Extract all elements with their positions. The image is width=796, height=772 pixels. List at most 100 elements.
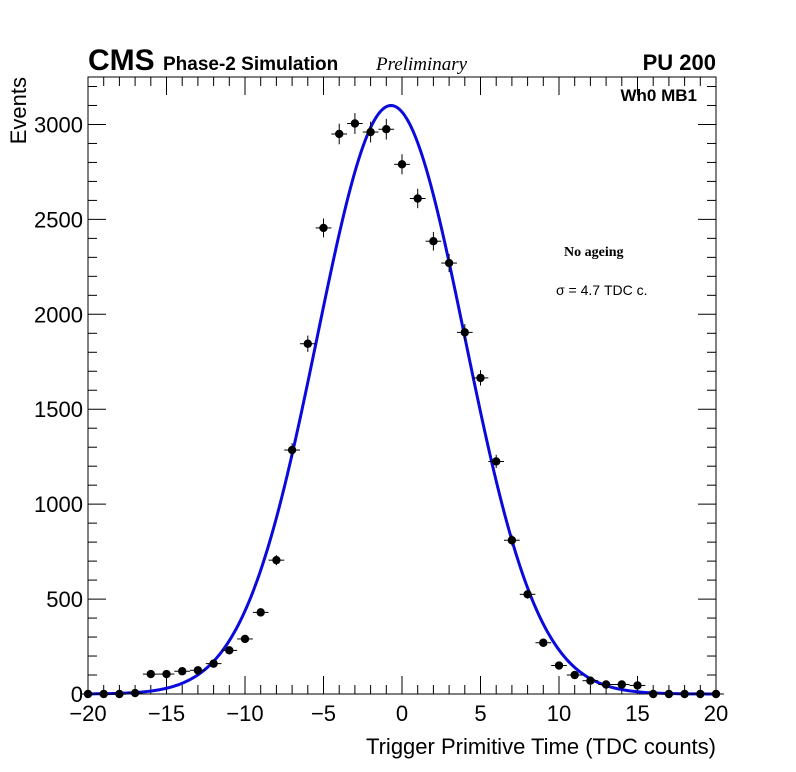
data-marker [413, 194, 422, 203]
data-marker [225, 646, 234, 655]
data-marker [287, 445, 297, 455]
data-point [127, 688, 143, 698]
data-point [488, 454, 505, 469]
y-tick-label: 2000 [34, 302, 83, 327]
y-tick-label: 1500 [34, 397, 83, 422]
data-point [111, 689, 128, 699]
data-marker [444, 258, 454, 268]
data-point [221, 646, 238, 655]
data-point [613, 680, 630, 689]
x-tick-label: −5 [311, 701, 336, 726]
data-point [284, 443, 300, 457]
data-marker [382, 125, 391, 134]
data-point [347, 113, 363, 134]
data-marker [193, 666, 203, 675]
data-marker [539, 638, 548, 647]
experiment-label: CMS [88, 44, 155, 77]
data-marker [680, 689, 689, 699]
data-marker [570, 670, 579, 680]
data-point [394, 154, 410, 175]
data-point [598, 680, 614, 689]
data-marker [256, 608, 265, 617]
y-tick-label: 500 [46, 587, 83, 612]
data-marker [649, 689, 658, 699]
data-marker [319, 223, 328, 233]
data-point [95, 689, 112, 699]
station-label: Wh0 MB1 [621, 86, 698, 105]
data-marker [397, 160, 407, 169]
data-marker [83, 689, 93, 699]
data-marker [633, 681, 642, 690]
data-point [425, 231, 442, 251]
x-tick-label: −20 [69, 701, 106, 726]
data-marker [711, 689, 721, 699]
data-marker [209, 659, 218, 668]
data-marker [492, 457, 501, 466]
data-point [237, 634, 253, 644]
x-tick-label: 5 [474, 701, 486, 726]
data-point [551, 661, 567, 670]
x-tick-label: −15 [148, 701, 185, 726]
data-point [645, 689, 662, 699]
x-axis-title: Trigger Primitive Time (TDC counts) [366, 734, 716, 759]
data-point [378, 118, 395, 140]
data-marker [130, 688, 140, 698]
data-point [315, 218, 332, 238]
x-tick-label: 0 [396, 701, 408, 726]
status-label: Preliminary [375, 54, 468, 75]
data-point [472, 370, 489, 386]
data-point [158, 669, 175, 679]
fit-series [87, 103, 716, 696]
data-marker [523, 590, 532, 599]
data-point [252, 608, 269, 617]
data-point [676, 689, 693, 699]
data-point [80, 689, 96, 699]
data-marker [178, 667, 187, 676]
data-point [692, 689, 709, 699]
data-marker [99, 689, 108, 699]
condition-label: No ageing [564, 245, 624, 260]
sigma-label: σ = 4.7 TDC c. [556, 282, 648, 298]
data-point [174, 667, 191, 676]
x-tick-label: 20 [704, 701, 728, 726]
data-point [582, 676, 599, 685]
y-axis-title: Events [6, 77, 31, 144]
data-marker [303, 339, 312, 348]
data-marker [586, 676, 595, 685]
data-series [80, 113, 724, 699]
data-marker [507, 536, 517, 545]
data-point [268, 555, 285, 566]
subtitle-label: Phase-2 Simulation [163, 54, 338, 75]
data-marker [146, 669, 155, 679]
y-tick-label: 0 [71, 682, 83, 707]
data-point [519, 589, 536, 599]
data-point [205, 659, 222, 668]
data-point [190, 666, 206, 675]
data-point [331, 123, 348, 145]
data-marker [696, 689, 705, 699]
data-point [504, 534, 520, 546]
y-tick-label: 1000 [34, 492, 83, 517]
data-marker [460, 328, 469, 337]
data-point [441, 254, 457, 273]
data-marker [272, 555, 281, 565]
data-point [708, 689, 724, 699]
data-point [661, 689, 677, 699]
data-marker [162, 669, 171, 679]
data-marker [429, 237, 438, 246]
pileup-label: PU 200 [643, 50, 716, 75]
x-tick-label: −10 [226, 701, 263, 726]
data-point [362, 121, 379, 143]
y-tick-label: 3000 [34, 112, 83, 137]
data-marker [350, 119, 360, 128]
fit-curve [87, 103, 716, 696]
data-marker [601, 680, 611, 689]
data-marker [664, 689, 674, 699]
x-tick-label: 15 [625, 701, 649, 726]
data-point [409, 188, 426, 209]
data-point [142, 669, 159, 679]
data-point [566, 670, 583, 680]
data-marker [554, 661, 564, 670]
data-marker [476, 373, 485, 383]
